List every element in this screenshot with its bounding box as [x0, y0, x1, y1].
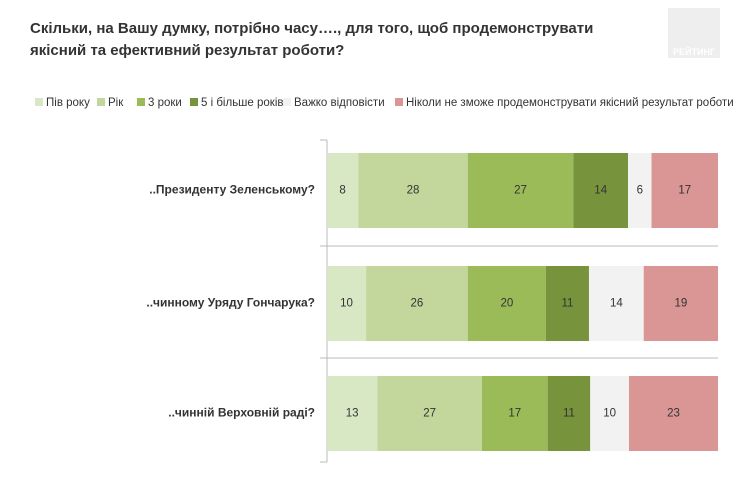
legend-label: 5 і більше років — [201, 97, 284, 109]
bar-segment — [547, 376, 591, 451]
legend-swatch — [137, 98, 145, 106]
data-label: 26 — [411, 298, 424, 310]
data-label: 10 — [340, 298, 353, 310]
data-label: 19 — [674, 298, 687, 310]
data-label: 20 — [500, 298, 513, 310]
bar-segment — [327, 266, 367, 341]
data-label: 14 — [594, 185, 607, 197]
chart-title: Скільки, на Вашу думку, потрібно часу….,… — [30, 20, 594, 59]
bar-segment — [590, 376, 629, 451]
data-label: 27 — [423, 408, 436, 420]
data-label: 17 — [508, 408, 521, 420]
legend-swatch — [35, 98, 43, 106]
logo: РЕЙТИНГ — [668, 8, 720, 58]
bar-segment — [588, 266, 644, 341]
data-label: 28 — [407, 185, 420, 197]
data-label: 13 — [346, 408, 359, 420]
y-tick-label: ..чинній Верховній раді? — [168, 406, 315, 420]
legend-label: 3 роки — [148, 97, 182, 109]
data-label: 14 — [610, 298, 623, 310]
bar-segment — [366, 266, 468, 341]
data-label: 27 — [514, 185, 527, 197]
data-label: 17 — [678, 185, 691, 197]
bar-segment — [481, 376, 548, 451]
y-tick-label: ..чинному Уряду Гончарука? — [146, 296, 315, 310]
bar-segment — [545, 266, 589, 341]
legend-label: Рік — [108, 97, 124, 109]
legend-swatch — [190, 98, 198, 106]
bar-segment — [643, 266, 718, 341]
data-label: 6 — [637, 185, 643, 197]
legend-swatch — [97, 98, 105, 106]
legend-swatch — [395, 98, 403, 106]
bar-segment — [377, 376, 482, 451]
data-label: 8 — [339, 185, 345, 197]
legend-label: Ніколи не зможе продемонструвати якісний… — [406, 97, 734, 109]
legend-swatch — [283, 98, 291, 106]
legend-label: Важко відповісти — [294, 97, 385, 109]
bar-segment — [651, 153, 718, 228]
y-tick-label: ..Президенту Зеленському? — [149, 183, 315, 197]
bar-segment — [628, 376, 718, 451]
bar-segment — [628, 153, 652, 228]
bar-segment — [327, 376, 378, 451]
legend-label: Пів року — [46, 97, 90, 109]
data-label: 11 — [561, 298, 573, 310]
bar-segment — [467, 266, 546, 341]
data-label: 23 — [667, 408, 680, 420]
data-label: 11 — [563, 408, 575, 420]
data-label: 10 — [603, 408, 616, 420]
bar-segment — [573, 153, 629, 228]
bar-segment — [467, 153, 574, 228]
bar-segment — [358, 153, 468, 228]
bar-segment — [327, 153, 359, 228]
